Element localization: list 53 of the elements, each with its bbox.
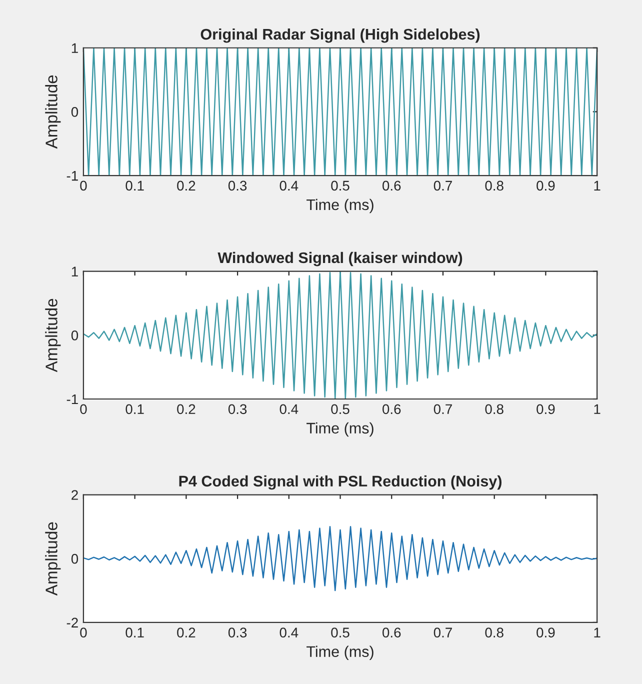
x-tick-label: 0: [80, 628, 87, 638]
x-tick-label: 0.1: [126, 180, 144, 191]
x-tick-label: 0.8: [485, 180, 504, 191]
x-tick-label: 0.7: [434, 628, 452, 638]
line-series: [83, 526, 598, 592]
y-tick-label: 1: [72, 266, 78, 276]
x-tick-label: 0.6: [382, 404, 401, 414]
x-axis-title: Time (ms): [306, 646, 374, 660]
x-tick-label: 0.9: [536, 628, 555, 638]
y-tick-label: 0: [71, 330, 78, 340]
y-tick-label: 0: [71, 554, 78, 564]
x-tick-label: 0.4: [280, 404, 298, 414]
x-tick-label: 0.3: [228, 628, 247, 638]
x-tick-label: 0.9: [536, 404, 555, 414]
x-tick-label: 0: [80, 404, 87, 414]
x-tick-label: 0.8: [485, 628, 504, 638]
x-tick-label: 0.1: [126, 404, 144, 414]
x-tick-label: 0.8: [485, 404, 504, 414]
y-axis-title: Amplitude: [45, 298, 61, 372]
x-tick-label: 0: [80, 180, 87, 191]
y-tick-label: 0: [71, 107, 78, 117]
x-tick-label: 0.6: [382, 628, 401, 638]
chart-title: Original Radar Signal (High Sidelobes): [200, 28, 480, 43]
y-tick-label: -1: [66, 394, 78, 404]
x-tick-label: 0.2: [177, 628, 196, 638]
x-tick-label: 0.5: [331, 628, 350, 638]
x-tick-label: 0.1: [126, 628, 144, 638]
line-series: [83, 271, 598, 399]
x-tick-label: 0.5: [331, 180, 350, 191]
y-axis-title: Amplitude: [45, 522, 61, 596]
x-tick-label: 0.7: [434, 404, 452, 414]
x-tick-label: 0.5: [331, 404, 350, 414]
y-tick-label: -1: [66, 171, 78, 181]
x-tick-label: 0.3: [228, 180, 247, 191]
x-tick-label: 1: [594, 404, 600, 414]
y-tick-label: 2: [72, 490, 78, 500]
y-tick-label: 1: [72, 43, 78, 53]
x-tick-label: 0.3: [228, 404, 247, 414]
x-tick-label: 0.2: [177, 404, 196, 414]
x-tick-label: 0.4: [280, 180, 298, 191]
chart-title: Windowed Signal (kaiser window): [218, 252, 462, 266]
x-tick-label: 0.6: [382, 180, 401, 191]
x-tick-label: 0.2: [177, 180, 196, 191]
y-tick-label: -2: [66, 618, 78, 628]
x-axis-title: Time (ms): [306, 198, 374, 214]
x-tick-label: 0.7: [434, 180, 452, 191]
y-axis-title: Amplitude: [45, 75, 61, 149]
x-tick-label: 0.9: [536, 180, 555, 191]
x-tick-label: 0.4: [280, 628, 298, 638]
x-tick-label: 1: [594, 628, 600, 638]
x-axis-title: Time (ms): [306, 422, 374, 437]
x-tick-label: 1: [594, 180, 600, 190]
chart-title: P4 Coded Signal with PSL Reduction (Noisy): [179, 475, 502, 490]
